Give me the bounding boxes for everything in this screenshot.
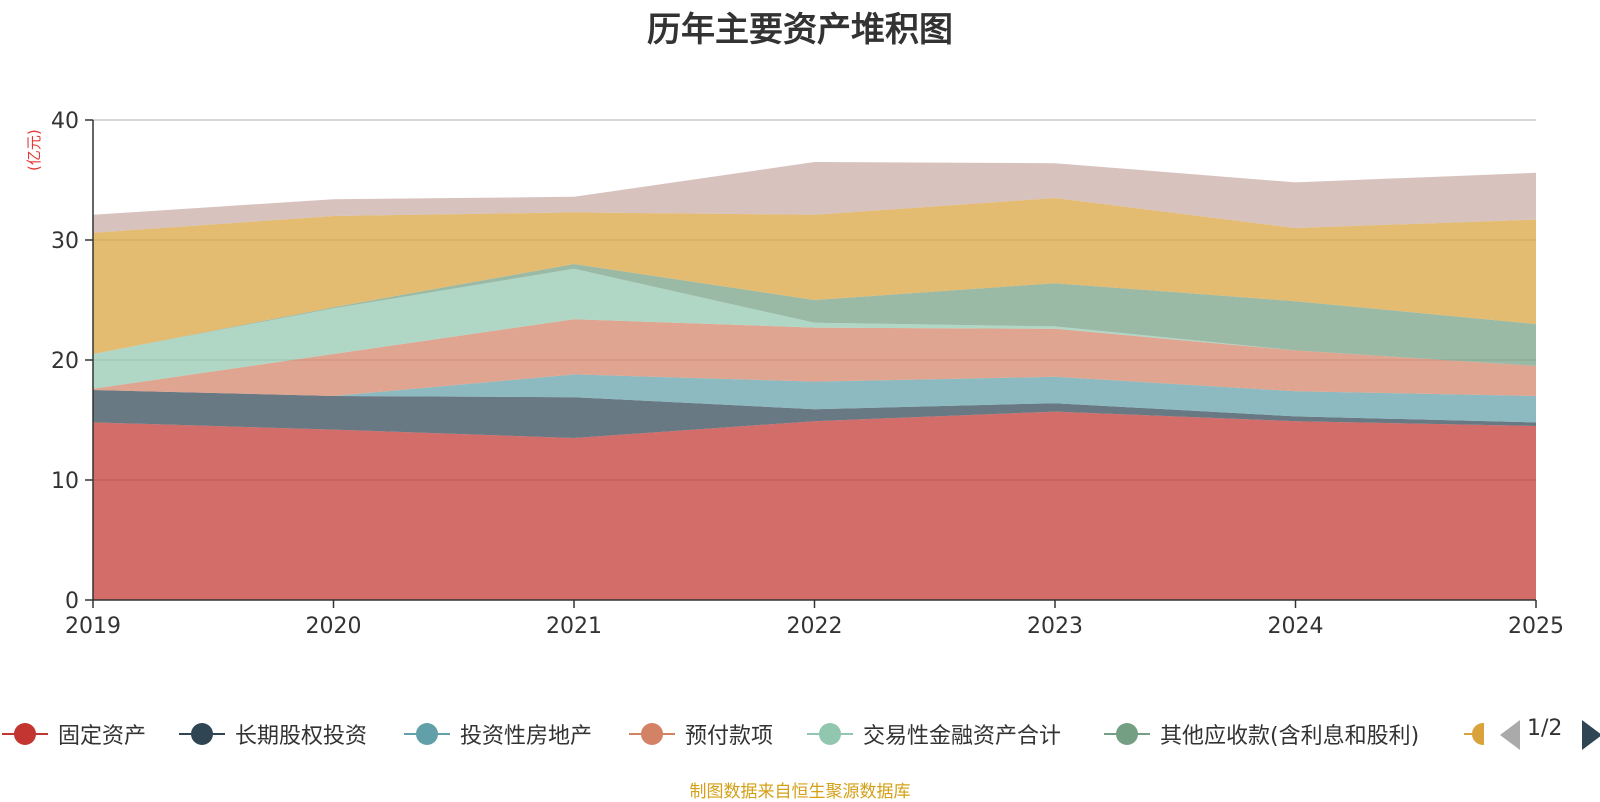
legend-item[interactable]: 长期股权投资 (177, 714, 367, 754)
y-tick-label: 20 (51, 349, 79, 374)
y-tick-label: 30 (51, 229, 79, 254)
legend-marker-icon (805, 714, 855, 754)
y-tick-label: 0 (65, 589, 79, 614)
x-tick-label: 2021 (546, 614, 602, 639)
area-series-8 (93, 162, 1536, 233)
legend-item[interactable]: 其他应收款(含利息和股利) (1102, 714, 1419, 754)
area-series-layer (93, 162, 1536, 600)
legend-label: 固定资产 (58, 724, 147, 749)
legend-label: 预付款项 (685, 724, 774, 749)
x-tick-label: 2022 (787, 614, 843, 639)
legend: 固定资产 长期股权投资 投资性房地产 预付款项 交易性金融资产合计 其他应收款(含利息和股… (0, 714, 1600, 754)
legend-marker-icon (0, 714, 50, 754)
y-tick-label: 10 (51, 469, 79, 494)
area-series-4 (93, 319, 1536, 396)
legend-item-partial-marker-icon (1464, 714, 1484, 754)
legend-label: 投资性房地产 (460, 724, 593, 749)
legend-label: 交易性金融资产合计 (863, 724, 1062, 749)
chart-title: 历年主要资产堆积图 (647, 10, 953, 50)
x-tick-label: 2025 (1508, 614, 1564, 639)
legend-marker-icon (627, 714, 677, 754)
stacked-area-chart: 0 10 20 30 40 2019 2020 2021 2022 2023 2024 2025 (51, 109, 1564, 639)
area-series-6 (93, 264, 1536, 366)
area-series-1 (93, 411, 1536, 600)
legend-marker-icon (177, 714, 227, 754)
legend-item[interactable]: 投资性房地产 (402, 714, 592, 754)
area-series-5 (93, 268, 1536, 389)
area-series-3 (93, 374, 1536, 423)
legend-item[interactable]: 预付款项 (627, 714, 773, 754)
legend-next-page-icon[interactable] (1582, 720, 1600, 750)
y-tick-label: 40 (51, 109, 79, 134)
area-series-2 (93, 390, 1536, 438)
area-series-7 (93, 198, 1536, 354)
source-note: 制图数据来自恒生聚源数据库 (689, 782, 911, 802)
axes: 0 10 20 30 40 2019 2020 2021 2022 2023 2024 2025 (51, 109, 1564, 639)
legend-label: 其他应收款(含利息和股利) (1160, 724, 1420, 749)
legend-prev-page-icon[interactable] (1500, 720, 1520, 750)
x-tick-label: 2024 (1268, 614, 1324, 639)
legend-item[interactable]: 交易性金融资产合计 (805, 714, 1061, 754)
legend-label: 长期股权投资 (235, 724, 368, 749)
x-tick-label: 2023 (1027, 614, 1083, 639)
legend-marker-icon (402, 714, 452, 754)
legend-item[interactable]: 固定资产 (0, 714, 146, 754)
x-tick-label: 2020 (306, 614, 362, 639)
legend-marker-icon (1102, 714, 1152, 754)
legend-page-indicator: 1/2 (1527, 716, 1563, 741)
x-tick-label: 2019 (65, 614, 121, 639)
